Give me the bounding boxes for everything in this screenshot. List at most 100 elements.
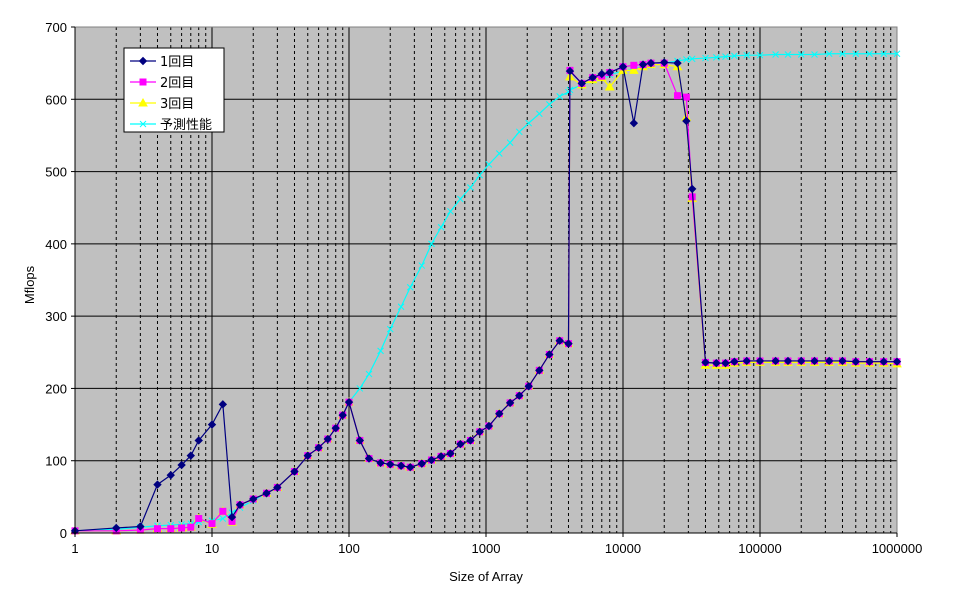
data-point (682, 93, 690, 101)
legend-marker (138, 97, 148, 107)
data-point-stroke (365, 370, 373, 378)
data-point (406, 283, 414, 291)
data-point-stroke (377, 347, 384, 355)
data-point-stroke (476, 171, 484, 179)
data-point (712, 358, 721, 368)
data-point (629, 118, 639, 128)
y-tick-label: 400 (45, 237, 67, 252)
data-point (506, 139, 514, 147)
data-point (524, 382, 533, 391)
data-point (866, 50, 873, 58)
data-point-stroke (467, 184, 474, 191)
data-point (484, 421, 494, 431)
data-point (397, 303, 405, 311)
data-point-stroke (712, 54, 720, 61)
data-point (628, 65, 639, 74)
data-point (153, 480, 162, 489)
data-point (365, 370, 373, 378)
data-point (323, 434, 332, 444)
y-tick-label: 500 (45, 165, 67, 180)
series-1 (70, 58, 902, 536)
data-point-stroke (866, 50, 873, 58)
data-point (605, 68, 614, 77)
data-point (377, 347, 384, 355)
data-point (565, 66, 575, 76)
data-point-stroke (386, 325, 394, 333)
data-point (721, 358, 730, 368)
data-point (505, 398, 515, 408)
data-point (682, 56, 690, 63)
data-point (396, 461, 406, 470)
data-point-stroke (525, 119, 533, 127)
legend-marker-stroke (139, 120, 147, 128)
data-point (207, 420, 217, 429)
legend-marker (139, 78, 147, 86)
data-point-stroke (743, 51, 751, 59)
data-point (227, 512, 237, 522)
data-point (673, 58, 682, 68)
data-point-stroke (772, 51, 779, 58)
x-tick-labels: 1 10 100 1000 10000 100000 1000000 (71, 541, 922, 556)
legend-item: 3回目 (130, 97, 194, 112)
data-point (303, 451, 312, 460)
data-point-stroke (418, 262, 426, 269)
x-tick-label: 1 (71, 541, 78, 556)
data-point (783, 356, 793, 366)
legend-label: 予測性能 (160, 118, 212, 133)
y-tick-label: 0 (60, 526, 67, 541)
data-point (797, 356, 806, 366)
data-point (476, 171, 484, 179)
data-point (702, 54, 709, 62)
data-point (417, 459, 427, 468)
data-point (153, 525, 161, 533)
data-point (535, 110, 543, 118)
data-point (879, 357, 888, 366)
y-tick-label: 700 (45, 20, 67, 35)
data-point (428, 240, 435, 248)
data-point (427, 455, 436, 465)
data-point-stroke (852, 50, 860, 58)
data-point (682, 116, 691, 126)
data-point (386, 325, 394, 333)
data-point (466, 436, 475, 445)
data-point (839, 50, 846, 58)
data-point (262, 489, 271, 498)
data-point (446, 449, 455, 458)
data-point (852, 50, 860, 58)
data-point-stroke (702, 54, 709, 62)
data-point (742, 356, 751, 366)
legend-marker (138, 56, 148, 66)
data-point (865, 357, 874, 366)
data-point (314, 443, 323, 452)
x-tick-label: 10 (205, 541, 219, 556)
x-tick-label: 10000 (605, 541, 641, 556)
data-point (597, 69, 606, 79)
y-tick-label: 100 (45, 454, 67, 469)
x-tick-label: 1000 (472, 541, 501, 556)
data-point (457, 195, 464, 203)
legend-marker (139, 120, 147, 128)
data-point (235, 500, 245, 510)
data-point (564, 339, 573, 348)
data-point (810, 356, 819, 366)
data-point (136, 522, 145, 531)
data-point (290, 467, 299, 476)
data-point (495, 409, 504, 418)
data-point (112, 523, 121, 533)
data-point (187, 523, 195, 531)
data-point (456, 439, 465, 449)
legend-label: 2回目 (160, 76, 194, 91)
data-point (838, 356, 847, 366)
data-point (880, 50, 888, 58)
data-point (376, 458, 385, 468)
data-point (178, 524, 186, 532)
y-axis-title: Mflops (22, 265, 37, 304)
data-point-stroke (485, 160, 493, 168)
data-point (386, 460, 395, 469)
data-point-stroke (397, 303, 405, 311)
y-tick-label: 600 (45, 92, 67, 107)
axes (71, 26, 898, 537)
data-point (338, 410, 347, 420)
data-point (167, 525, 175, 533)
